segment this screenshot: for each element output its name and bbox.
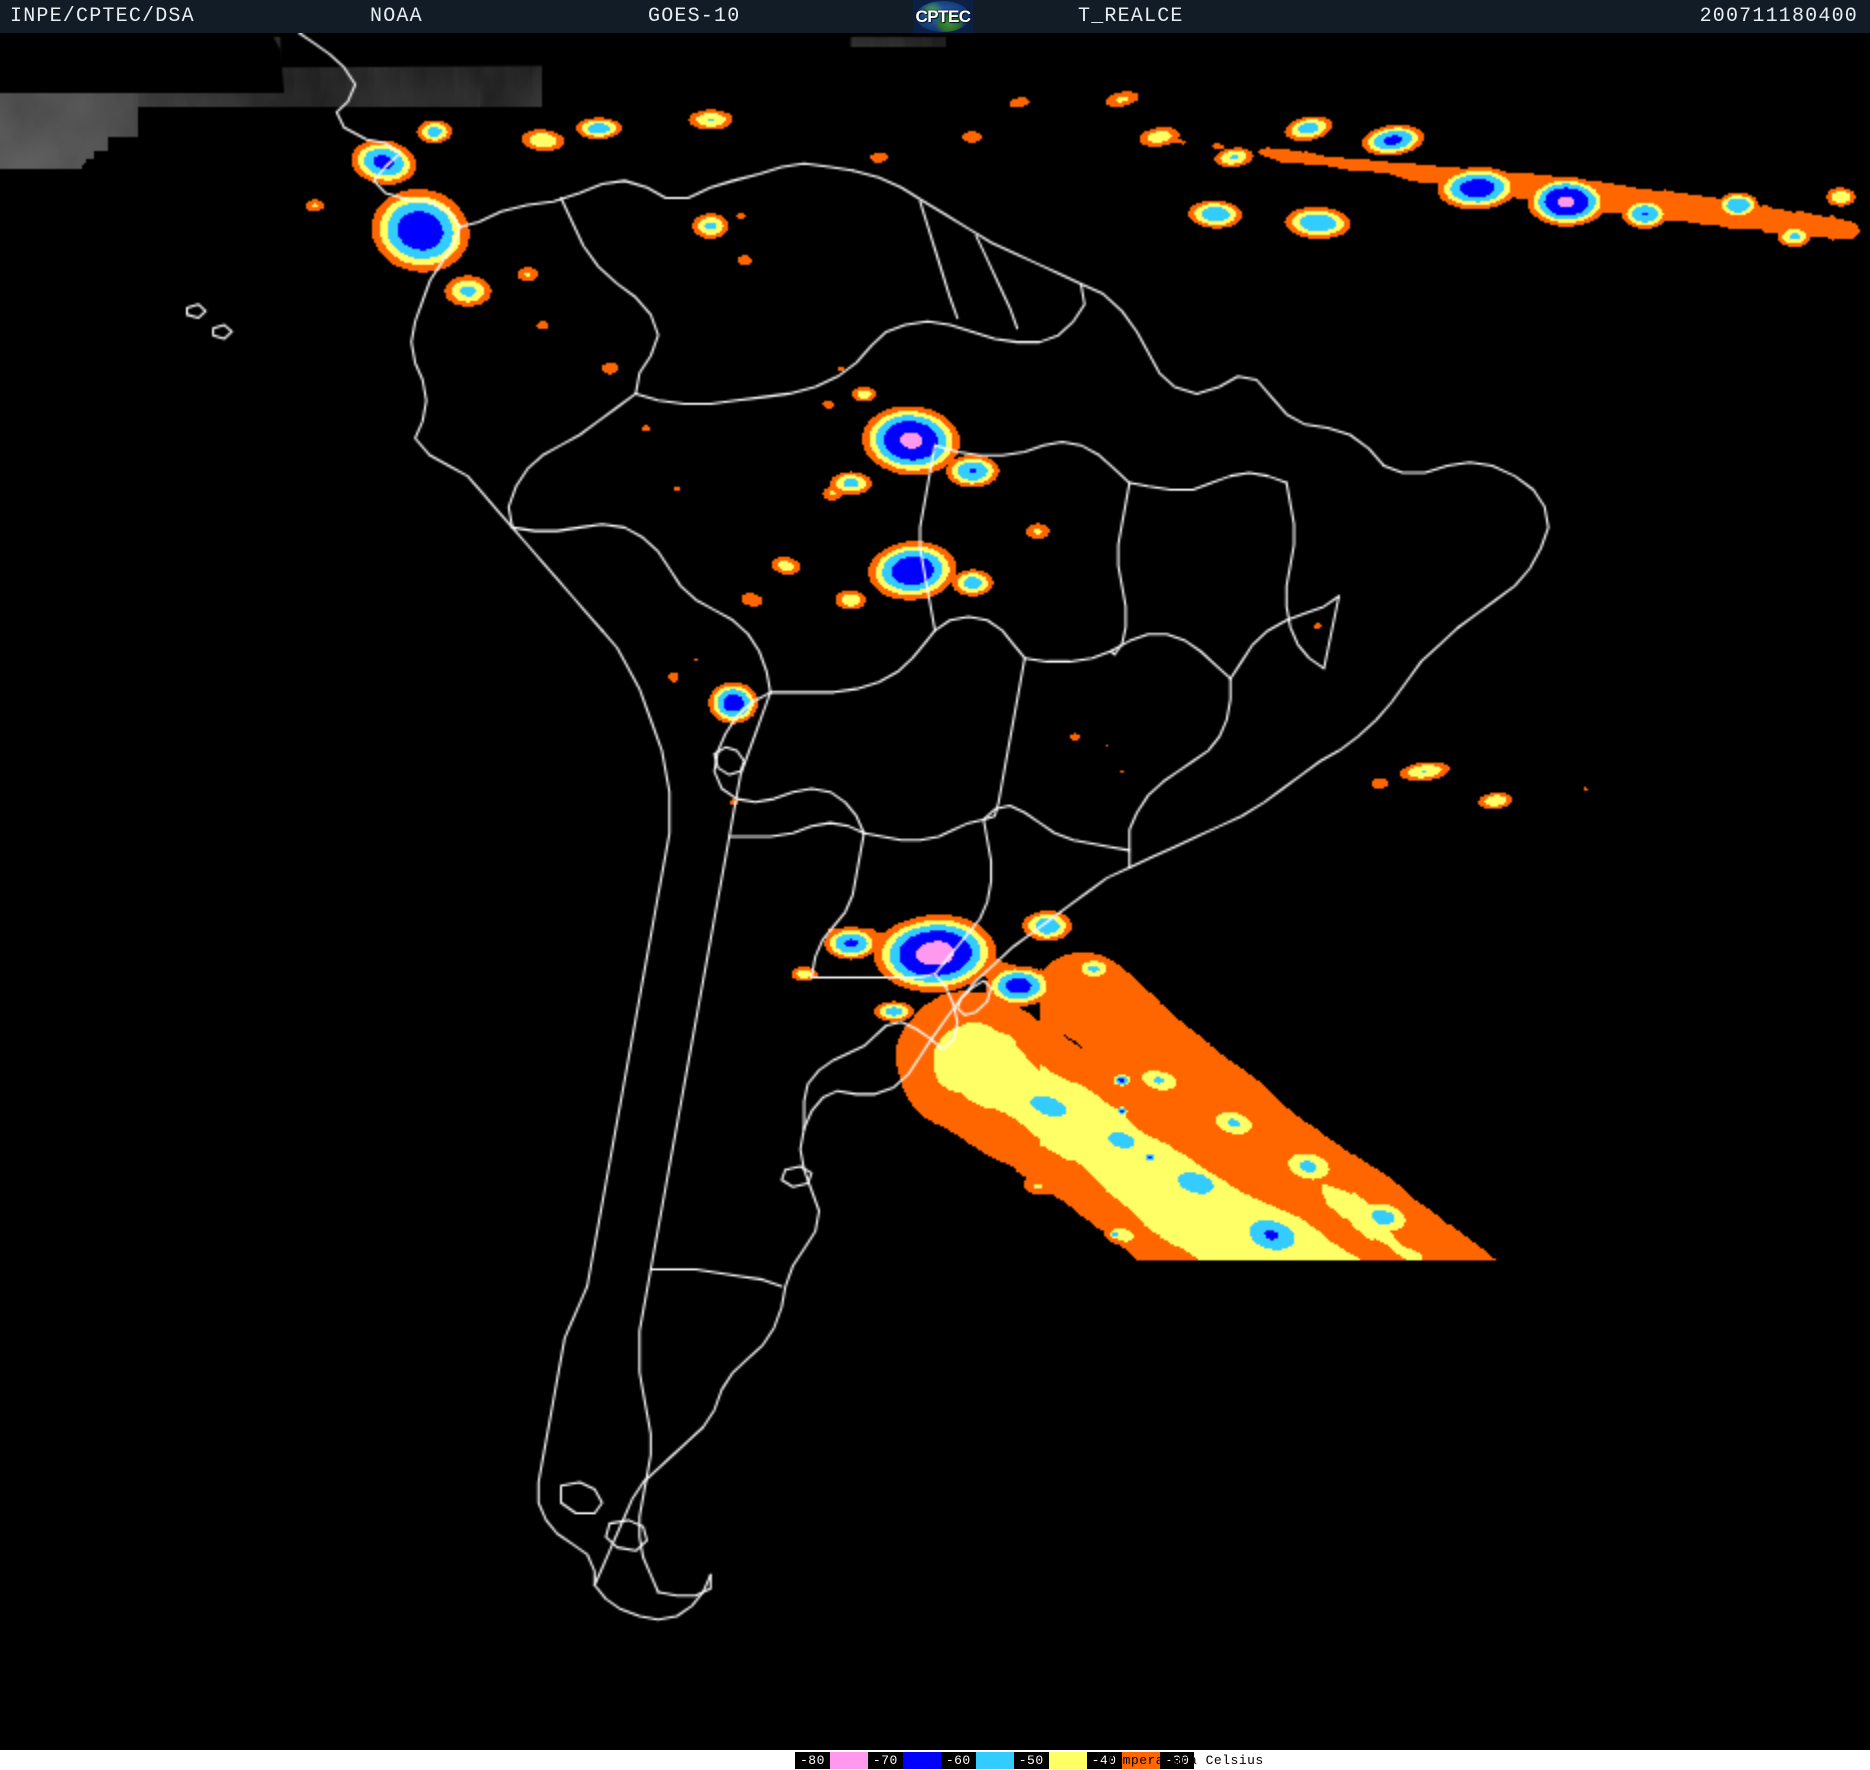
colorbar-caption: Temperatura Celsius (1106, 1753, 1264, 1768)
header-product: T_REALCE (1078, 5, 1184, 28)
temperature-colorbar: -80 -70 -60 -50 -40 -30 (795, 1752, 1195, 1769)
swatch-cyan (975, 1752, 1014, 1769)
header-timestamp: 200711180400 (1699, 5, 1858, 28)
header-bar: INPE/CPTEC/DSA NOAA GOES-10 T_REALCE 200… (0, 0, 1870, 34)
globe-icon (916, 1, 970, 32)
header-institution: INPE/CPTEC/DSA (10, 5, 195, 28)
colorbar-tick-minus60: -60 (940, 1752, 976, 1769)
header-agency: NOAA (370, 5, 423, 28)
colorbar-tick-minus50: -50 (1013, 1752, 1049, 1769)
swatch-blue (902, 1752, 941, 1769)
satellite-image-canvas (0, 33, 1870, 1750)
colorbar-tick-minus40: -40 (1086, 1752, 1122, 1769)
legend-strip: -80 -70 -60 -50 -40 -30 Temperatura Celsius (0, 1750, 1870, 1770)
swatch-yellow (1048, 1752, 1087, 1769)
swatch-magenta (829, 1752, 868, 1769)
cptec-logo-text: CPTEC (915, 6, 971, 26)
colorbar-tick-minus80: -80 (795, 1752, 830, 1769)
cptec-globe-logo: CPTEC (913, 0, 973, 33)
colorbar-tick-minus30: -30 (1159, 1752, 1195, 1769)
satellite-image-viewport (0, 33, 1870, 1750)
header-satellite: GOES-10 (648, 5, 741, 28)
colorbar-tick-minus70: -70 (867, 1752, 903, 1769)
swatch-orange (1121, 1752, 1160, 1769)
